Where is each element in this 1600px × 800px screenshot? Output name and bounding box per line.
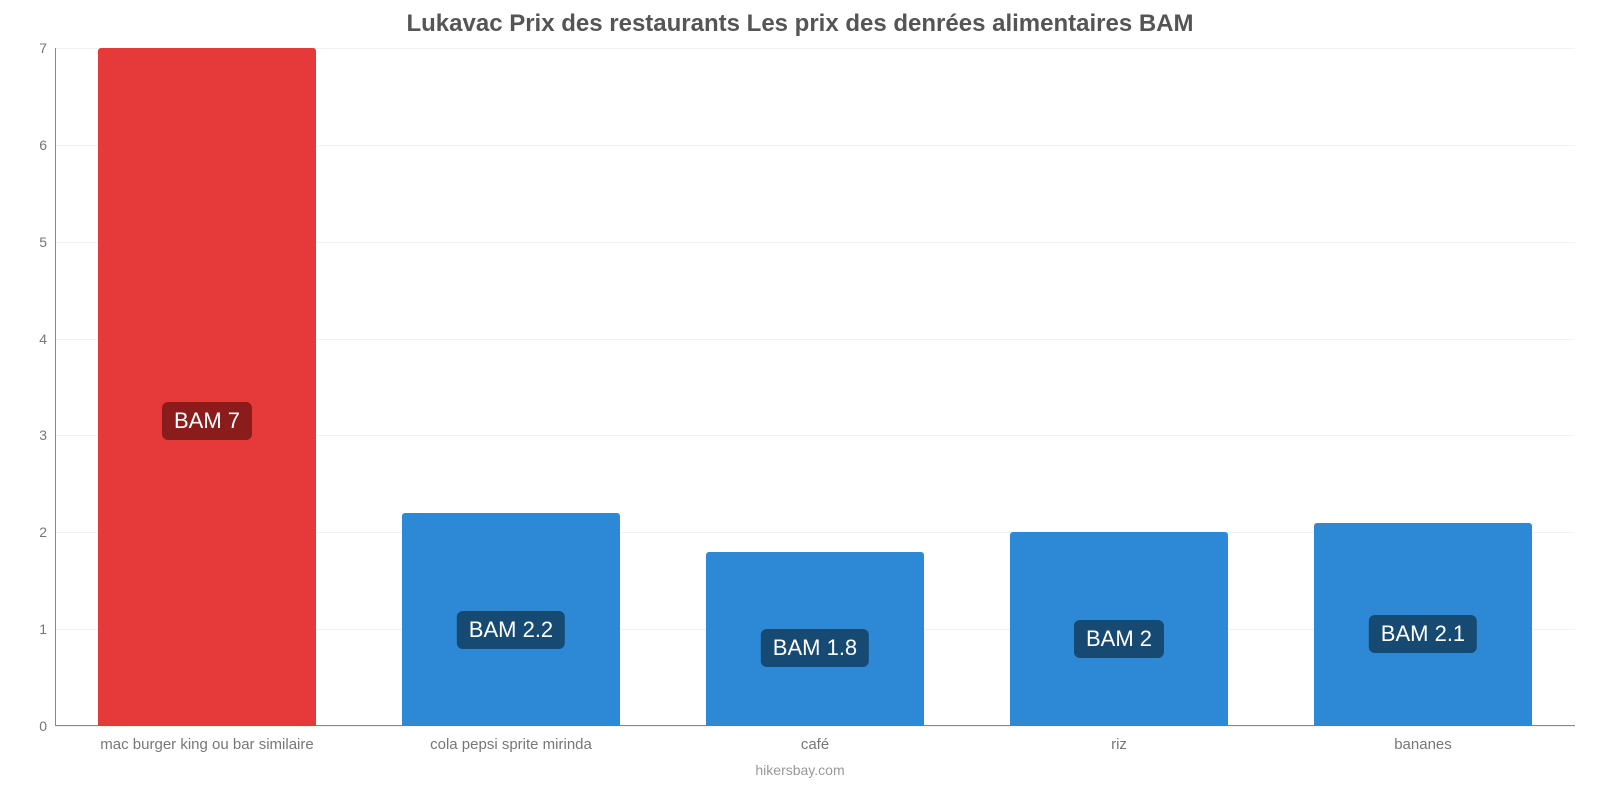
y-tick-label: 4 (39, 331, 55, 347)
bar-value-label: BAM 2.1 (1369, 615, 1477, 653)
chart-container: Lukavac Prix des restaurants Les prix de… (0, 0, 1600, 800)
x-category-label: cola pepsi sprite mirinda (430, 736, 592, 753)
x-category-label: riz (1111, 736, 1127, 753)
attribution-text: hikersbay.com (0, 762, 1600, 778)
bar: BAM 7 (98, 48, 317, 726)
y-tick-label: 5 (39, 234, 55, 250)
bar-value-label: BAM 2.2 (457, 611, 565, 649)
bar: BAM 2 (1010, 532, 1229, 726)
plot-area: BAM 7BAM 2.2BAM 1.8BAM 2BAM 2.1 mac burg… (55, 48, 1575, 726)
chart-title: Lukavac Prix des restaurants Les prix de… (0, 0, 1600, 38)
gridline (55, 726, 1575, 727)
bar-value-label: BAM 2 (1074, 620, 1164, 658)
x-category-label: café (801, 736, 829, 753)
x-category-label: mac burger king ou bar similaire (100, 736, 313, 753)
bar: BAM 2.2 (402, 513, 621, 726)
y-tick-label: 1 (39, 621, 55, 637)
y-tick-label: 6 (39, 137, 55, 153)
y-tick-label: 0 (39, 718, 55, 734)
bar: BAM 1.8 (706, 552, 925, 726)
y-tick-label: 7 (39, 40, 55, 56)
bar-value-label: BAM 7 (162, 402, 252, 440)
bars-layer: BAM 7 BAM 2.2 BAM 1.8 BAM 2 BAM 2.1 (55, 48, 1575, 726)
bar-value-label: BAM 1.8 (761, 629, 869, 667)
y-tick-label: 3 (39, 427, 55, 443)
y-tick-label: 2 (39, 524, 55, 540)
bar: BAM 2.1 (1314, 523, 1533, 726)
x-category-label: bananes (1394, 736, 1452, 753)
